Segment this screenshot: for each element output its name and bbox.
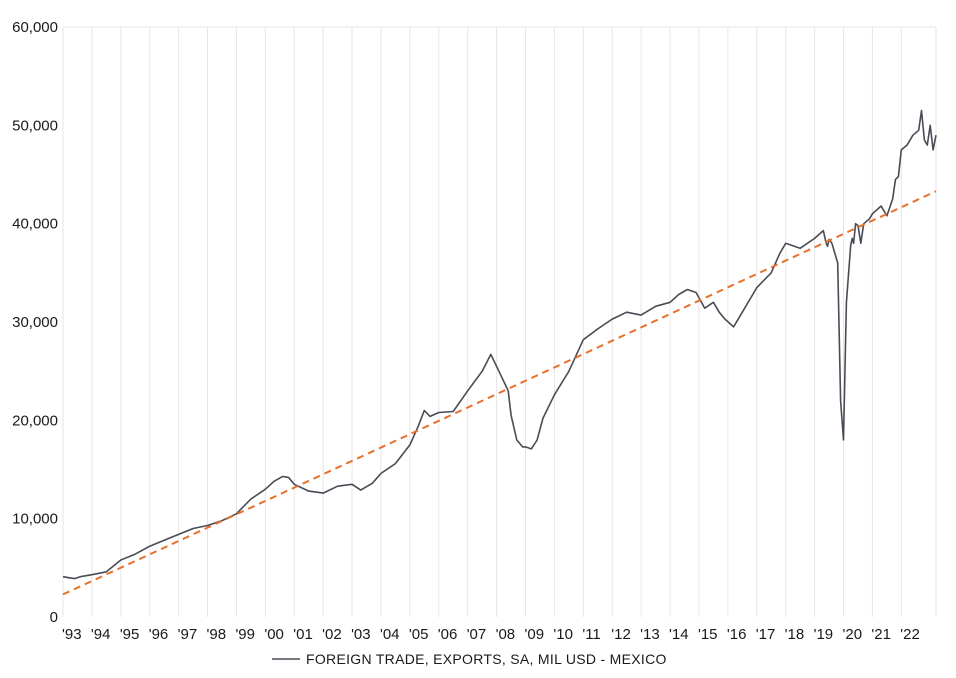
y-tick-label-60000: 60,000 bbox=[12, 19, 58, 36]
x-tick-label-2021: '21 bbox=[871, 626, 891, 643]
x-axis-ticks: '93 '94 '95 '96 '97 '98 '99 '00 '01 '02 '03 '04 '05 '… bbox=[62, 626, 920, 643]
x-tick-label-2001: '01 bbox=[293, 626, 313, 643]
x-tick-label-2010: '10 bbox=[553, 626, 573, 643]
x-tick-label-1997: '97 bbox=[178, 626, 198, 643]
x-tick-label-2005: '05 bbox=[409, 626, 429, 643]
series-line-exports bbox=[62, 109, 937, 580]
x-tick-label-2019: '19 bbox=[814, 626, 834, 643]
x-tick-label-2017: '17 bbox=[756, 626, 776, 643]
x-tick-label-2008: '08 bbox=[496, 626, 516, 643]
y-tick-label-0: 0 bbox=[50, 609, 58, 626]
series-lines bbox=[62, 109, 937, 596]
x-tick-label-2014: '14 bbox=[669, 626, 689, 643]
legend: FOREIGN TRADE, EXPORTS, SA, MIL USD - ME… bbox=[272, 651, 667, 667]
x-tick-label-2011: '11 bbox=[582, 626, 600, 643]
x-tick-label-2006: '06 bbox=[438, 626, 458, 643]
grid-lines bbox=[62, 26, 937, 617]
x-tick-label-2013: '13 bbox=[640, 626, 660, 643]
x-tick-label-1993: '93 bbox=[62, 626, 82, 643]
y-tick-label-30000: 30,000 bbox=[12, 314, 58, 331]
x-tick-label-2022: '22 bbox=[900, 626, 920, 643]
x-tick-label-2000: '00 bbox=[264, 626, 284, 643]
x-tick-label-2007: '07 bbox=[467, 626, 487, 643]
trend-line bbox=[62, 190, 937, 596]
x-tick-label-2018: '18 bbox=[785, 626, 805, 643]
x-tick-label-2004: '04 bbox=[380, 626, 400, 643]
x-tick-label-1994: '94 bbox=[91, 626, 111, 643]
x-tick-label-2002: '02 bbox=[322, 626, 342, 643]
x-tick-label-2016: '16 bbox=[727, 626, 747, 643]
legend-label-exports: FOREIGN TRADE, EXPORTS, SA, MIL USD - ME… bbox=[306, 651, 667, 667]
y-axis-ticks: 0 10,000 20,000 30,000 40,000 50,000 60,000 bbox=[12, 19, 58, 626]
x-tick-label-1999: '99 bbox=[235, 626, 255, 643]
x-tick-label-1998: '98 bbox=[207, 626, 227, 643]
x-tick-label-1995: '95 bbox=[120, 626, 140, 643]
x-tick-label-2020: '20 bbox=[842, 626, 862, 643]
y-tick-label-50000: 50,000 bbox=[12, 117, 58, 134]
y-tick-label-20000: 20,000 bbox=[12, 412, 58, 429]
x-tick-label-2009: '09 bbox=[525, 626, 545, 643]
x-tick-label-2015: '15 bbox=[698, 626, 718, 643]
x-tick-label-2012: '12 bbox=[611, 626, 631, 643]
x-tick-label-2003: '03 bbox=[351, 626, 371, 643]
x-tick-label-1996: '96 bbox=[149, 626, 169, 643]
y-tick-label-40000: 40,000 bbox=[12, 216, 58, 233]
y-tick-label-10000: 10,000 bbox=[12, 511, 58, 528]
